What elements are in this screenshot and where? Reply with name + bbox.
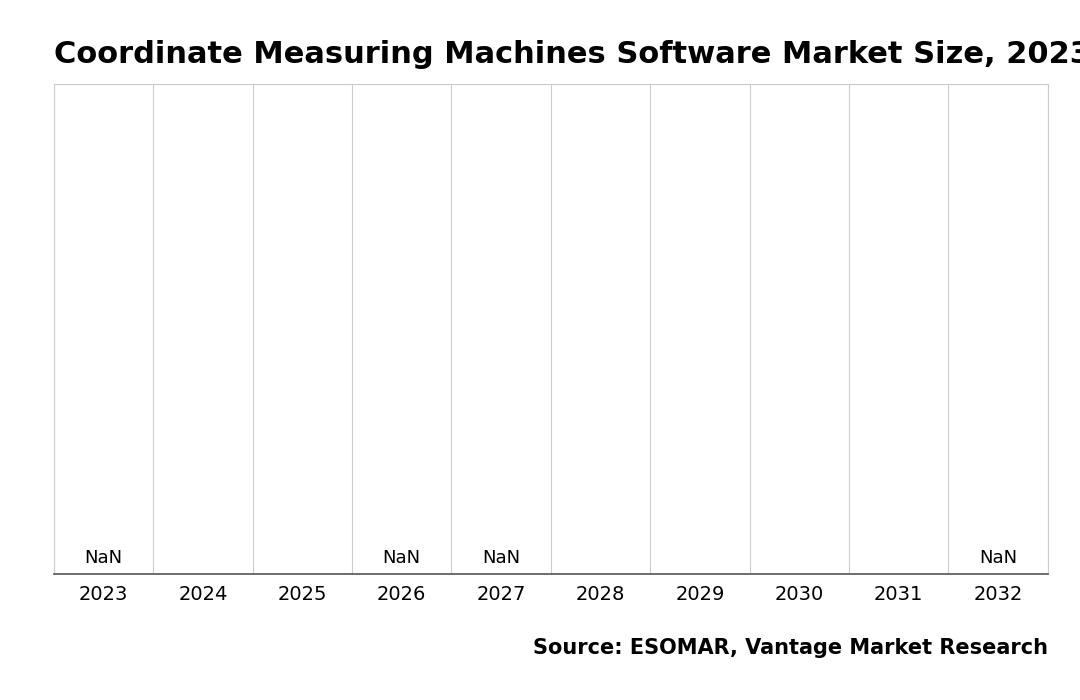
- Text: Coordinate Measuring Machines Software Market Size, 2023 To 2032 (USD Billion): Coordinate Measuring Machines Software M…: [54, 40, 1080, 69]
- Text: NaN: NaN: [382, 549, 421, 567]
- Text: NaN: NaN: [482, 549, 521, 567]
- Text: NaN: NaN: [84, 549, 123, 567]
- Text: NaN: NaN: [978, 549, 1017, 567]
- Text: Source: ESOMAR, Vantage Market Research: Source: ESOMAR, Vantage Market Research: [532, 638, 1048, 658]
